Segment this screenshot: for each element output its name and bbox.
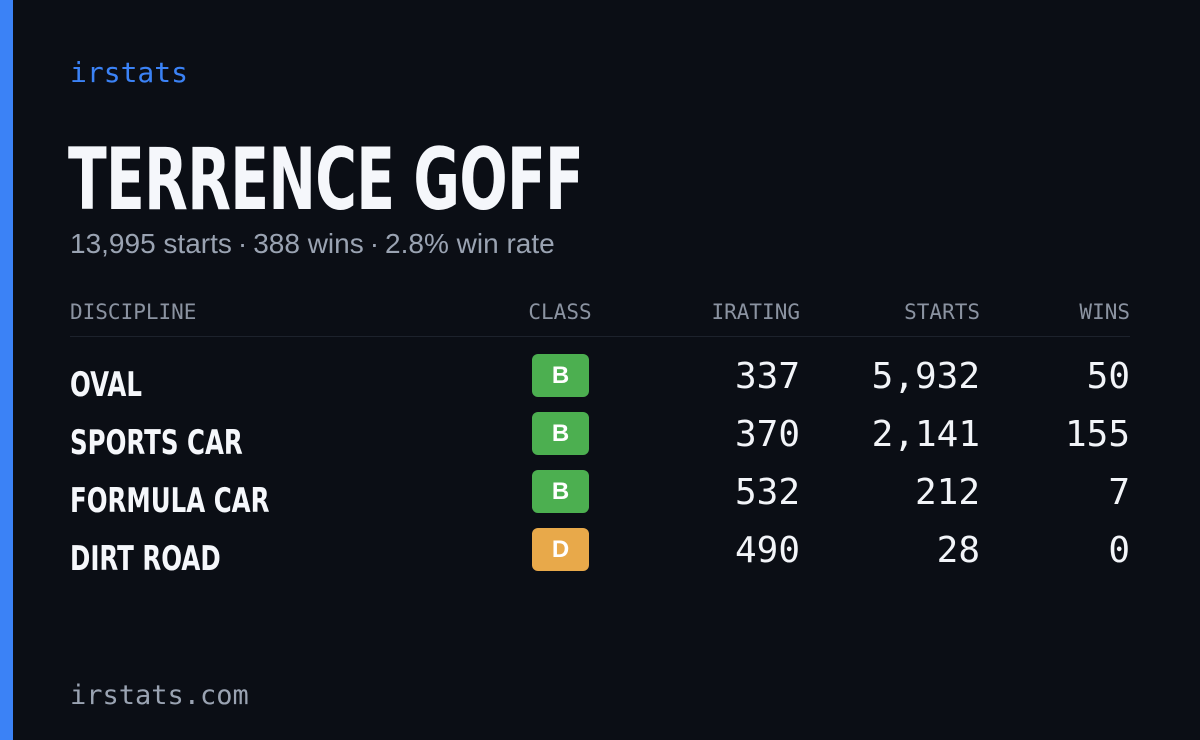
class-badge: B [532, 470, 589, 513]
class-badge: B [532, 354, 589, 397]
discipline-name: OVAL [70, 365, 142, 405]
irating-value: 490 [734, 530, 800, 571]
wins-value: 7 [1108, 472, 1130, 513]
table-row: SPORTS CAR B 370 2,141 155 [70, 412, 1130, 470]
header-starts: STARTS [904, 300, 980, 324]
accent-bar [0, 0, 13, 740]
header-class: CLASS [528, 300, 592, 324]
irating-value: 370 [734, 414, 800, 455]
starts-value: 2,141 [871, 414, 980, 455]
class-badge: B [532, 412, 589, 455]
brand-logo-text: irstats [70, 56, 189, 89]
wins-value: 155 [1064, 414, 1130, 455]
table-row: DIRT ROAD D 490 28 0 [70, 528, 1130, 586]
irating-value: 337 [734, 356, 800, 397]
starts-value: 5,932 [871, 356, 980, 397]
separator: · [369, 228, 380, 259]
table-row: OVAL B 337 5,932 50 [70, 354, 1130, 412]
header-wins: WINS [1079, 300, 1130, 324]
discipline-name: SPORTS CAR [70, 423, 243, 463]
stats-table-header: DISCIPLINE CLASS IRATING STARTS WINS [70, 300, 1130, 337]
table-row: FORMULA CAR B 532 212 7 [70, 470, 1130, 528]
header-irating: IRATING [711, 300, 800, 324]
win-rate: 2.8% win rate [385, 228, 555, 259]
wins-value: 0 [1108, 530, 1130, 571]
class-badge: D [532, 528, 589, 571]
footer-url: irstats.com [70, 680, 249, 711]
total-starts: 13,995 starts [70, 228, 232, 259]
driver-summary: 13,995 starts · 388 wins · 2.8% win rate [70, 228, 555, 260]
header-discipline: DISCIPLINE [70, 300, 197, 324]
wins-value: 50 [1086, 356, 1130, 397]
driver-name: TERRENCE GOFF [68, 130, 584, 230]
starts-value: 28 [936, 530, 980, 571]
irating-value: 532 [734, 472, 800, 513]
discipline-name: DIRT ROAD [70, 539, 221, 579]
discipline-name: FORMULA CAR [70, 481, 270, 521]
separator: · [237, 228, 248, 259]
starts-value: 212 [914, 472, 980, 513]
total-wins: 388 wins [253, 228, 364, 259]
